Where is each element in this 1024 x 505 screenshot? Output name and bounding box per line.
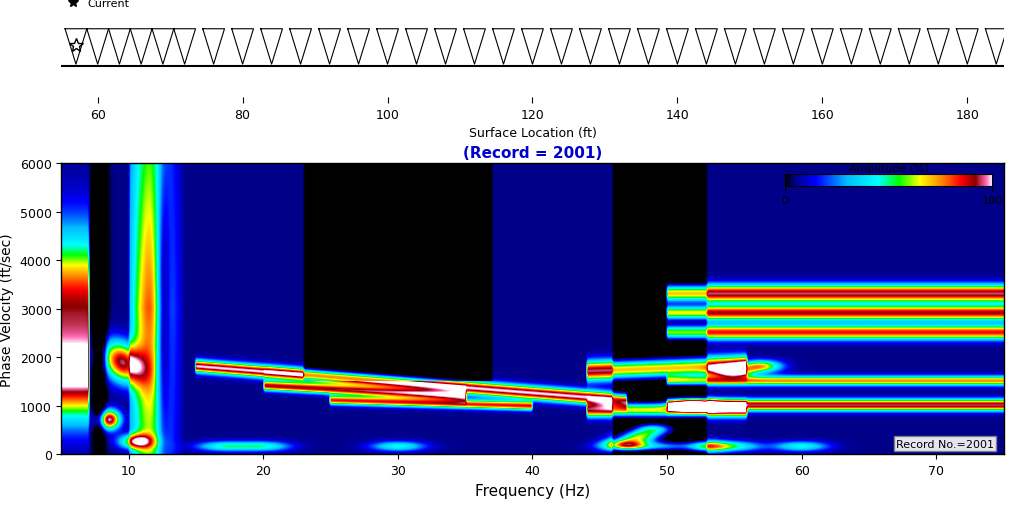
X-axis label: Surface Location (ft): Surface Location (ft) <box>469 127 596 140</box>
X-axis label: Frequency (Hz): Frequency (Hz) <box>475 483 590 498</box>
X-axis label: Amplitude (%): Amplitude (%) <box>849 164 929 174</box>
Text: Record No.=2001: Record No.=2001 <box>896 439 994 448</box>
Y-axis label: Phase Velocity (ft/sec): Phase Velocity (ft/sec) <box>0 232 14 386</box>
Legend: Surveyed, Current: Surveyed, Current <box>57 0 145 14</box>
Title: (Record = 2001): (Record = 2001) <box>463 146 602 161</box>
